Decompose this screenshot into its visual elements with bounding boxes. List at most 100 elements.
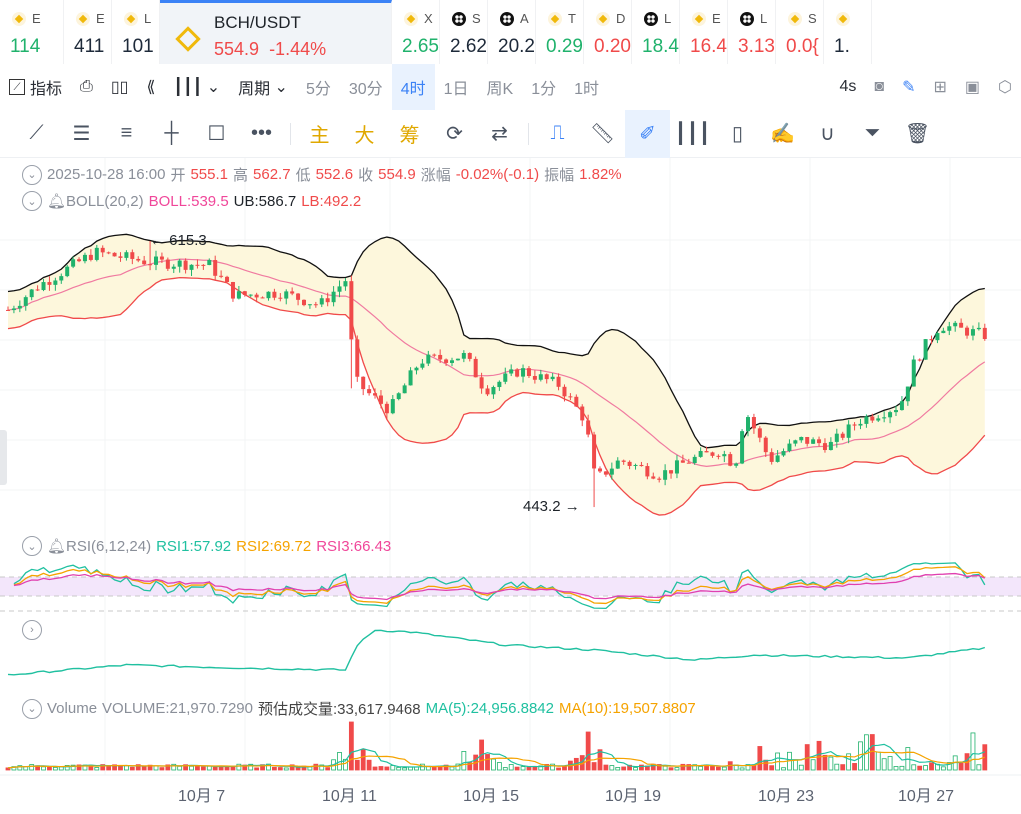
magnet-icon[interactable]: ∪ [820,123,835,145]
popup-icon[interactable]: ▣ [964,79,981,96]
ticker-item[interactable]: T 0.29 [536,0,584,64]
volume-bar [76,764,82,771]
replay-icon[interactable]: ⟪ [146,79,156,96]
indicator-button[interactable]: ⟋ 指标 [0,64,71,110]
collapse-icon[interactable]: ⌄ [22,698,42,719]
volume-bar [431,766,437,771]
volume-bar [834,763,840,771]
candle-body [751,417,756,429]
parallel-line-icon[interactable]: ☰ [72,123,91,145]
pencil-icon[interactable]: ✎ [902,79,916,96]
chip-button[interactable]: 筹 [399,125,420,147]
volume-bar [200,766,206,771]
ticker-item[interactable]: E 16.4 [680,0,728,64]
indicator2-legend: › [0,620,42,640]
ticker-item[interactable]: L 18.4 [632,0,680,64]
volume-bar [449,766,455,771]
candle-body [722,454,727,457]
add-window-icon[interactable]: ⊞ [933,79,947,96]
bookmark-icon[interactable]: ⎍ [550,122,565,144]
horizontal-line-icon[interactable]: ┼ [164,122,179,144]
candle-body [230,282,235,299]
collapse-icon[interactable]: ⌄ [22,191,42,211]
period-tab[interactable]: 1分 [531,81,557,98]
filter-icon[interactable]: ⏷ [864,122,881,144]
candle-body [746,417,750,432]
bell-icon[interactable]: 🔔︎ [47,193,67,210]
volume-bar [781,767,786,771]
brush-icon[interactable]: ✐ [625,109,670,158]
ruler-icon[interactable]: 📏︎ [589,123,616,145]
ticker-item[interactable]: D 0.20 [584,0,632,64]
hide-candles-icon[interactable]: ┃┃┃ [674,123,711,145]
ticker-item[interactable]: S 2.62 [440,0,488,64]
period-tab[interactable]: 周K [486,81,514,98]
period-tab[interactable]: 4时 [391,64,435,110]
side-panel-handle[interactable] [0,430,7,485]
coin-icon [452,12,466,26]
layout-icon[interactable]: ▯▯ [110,79,129,96]
candle-body [414,367,419,371]
period-tab[interactable]: 1时 [574,81,599,98]
volume-bar [520,766,526,771]
ticker-item[interactable]: L 3.13 [728,0,776,64]
candle-body [858,423,863,426]
period-tab[interactable]: 30分 [348,81,383,98]
candle-body [47,282,52,285]
period-tab[interactable]: 5分 [305,81,331,98]
ticker-item[interactable]: X 2.65 [392,0,440,64]
volume-bar [266,763,271,771]
volume-bar [212,766,218,771]
volume-bar [248,763,254,771]
collapse-icon[interactable]: ⌄ [22,164,42,185]
volume-bar [147,764,153,771]
trash-icon[interactable]: 🗑︎ [904,123,931,145]
candle-body [201,264,206,266]
volume-bar [591,762,597,771]
volume-bar [585,731,591,771]
volume-bar [313,763,319,771]
ticker-item[interactable]: A 20.2 [488,0,536,64]
big-order-button[interactable]: 大 [354,125,375,147]
ticker-item[interactable]: S 0.0{ [776,0,824,64]
volume-bar [662,765,668,771]
candle-body [100,247,105,253]
more-icon[interactable]: ••• [250,122,272,144]
ticker-item[interactable]: E 411 [64,0,112,64]
candle-type-icon[interactable]: ┃┃┃ ⌄ [173,79,221,96]
volume-bar [929,762,934,771]
volume-bar [319,764,325,771]
volume-bar [757,746,763,771]
volume-bar [496,762,502,771]
bell-icon[interactable]: 🔔︎ [47,538,67,555]
lock-icon[interactable]: ▯ [731,123,743,145]
swap-icon[interactable]: ⇄ [491,123,508,145]
collapse-icon[interactable]: ⌄ [22,536,42,556]
sync-draw-icon[interactable]: ⟳ [446,123,463,145]
period-dropdown[interactable]: 周期 ⌄ [238,79,288,98]
period-tab[interactable]: 1日 [443,81,469,98]
expand-icon[interactable]: › [22,620,42,640]
candle-body [556,376,561,387]
volume-bar [41,766,46,771]
x-axis-label: 10月 15 [463,788,520,805]
ticker-item[interactable]: E 114 [0,0,64,64]
camera-icon[interactable]: ◙ [874,78,885,95]
candle-body [976,327,981,330]
ticker-item[interactable]: L 101 [112,0,160,64]
rectangle-icon[interactable]: ☐ [207,123,226,145]
notes-icon[interactable]: ✍ [770,123,795,145]
trend-line-icon[interactable]: ⟋ [29,122,44,144]
settings-icon[interactable]: ⬡ [998,79,1012,96]
candle-body [343,281,348,287]
ticker-item[interactable]: 1. [824,0,872,64]
candle-body [775,455,780,462]
template-icon[interactable]: ⎙ [80,78,93,95]
ticker-item[interactable]: BCH/USDT 554.9 -1.44% [160,0,392,64]
refresh-interval[interactable]: 4s [839,78,857,95]
fib-icon[interactable]: ≡ [120,122,133,144]
volume-bar [124,765,129,771]
main-force-button[interactable]: 主 [309,125,330,147]
candle-body [686,462,691,464]
